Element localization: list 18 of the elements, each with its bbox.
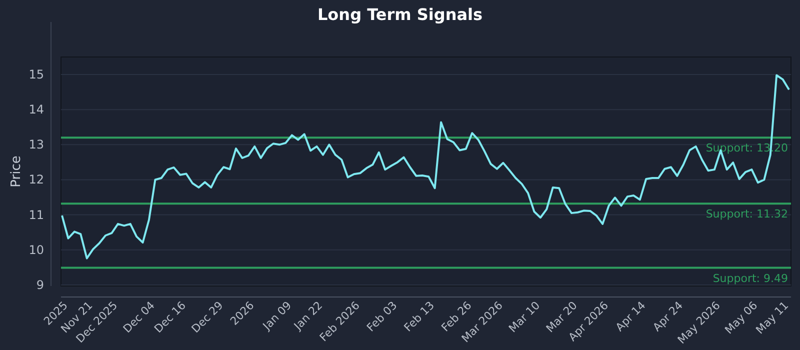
x-tick-label: Mar 10 (506, 298, 543, 336)
y-tick-label: 10 (28, 242, 44, 257)
x-tick-label: Dec 29 (189, 298, 226, 336)
y-tick-label: 13 (28, 138, 44, 152)
y-tick-label: 12 (28, 172, 44, 187)
y-tick-label: 11 (28, 208, 44, 222)
x-tick-label: Apr 24 (650, 298, 686, 334)
chart-title: Long Term Signals (317, 5, 483, 24)
y-tick-label: 14 (28, 102, 44, 117)
line-series (61, 74, 790, 260)
x-tick-label: Apr 14 (613, 298, 648, 334)
x-tick-label: Feb 13 (402, 298, 437, 334)
ref-line-label: Support: 9.49 (712, 272, 788, 285)
y-tick-label: 15 (28, 68, 44, 82)
ref-line-label: Support: 11.32 (706, 208, 788, 221)
y-axis-title: Price (9, 156, 24, 188)
y-tick-label: 9 (36, 278, 44, 292)
x-tick-label: Feb 03 (364, 298, 400, 334)
